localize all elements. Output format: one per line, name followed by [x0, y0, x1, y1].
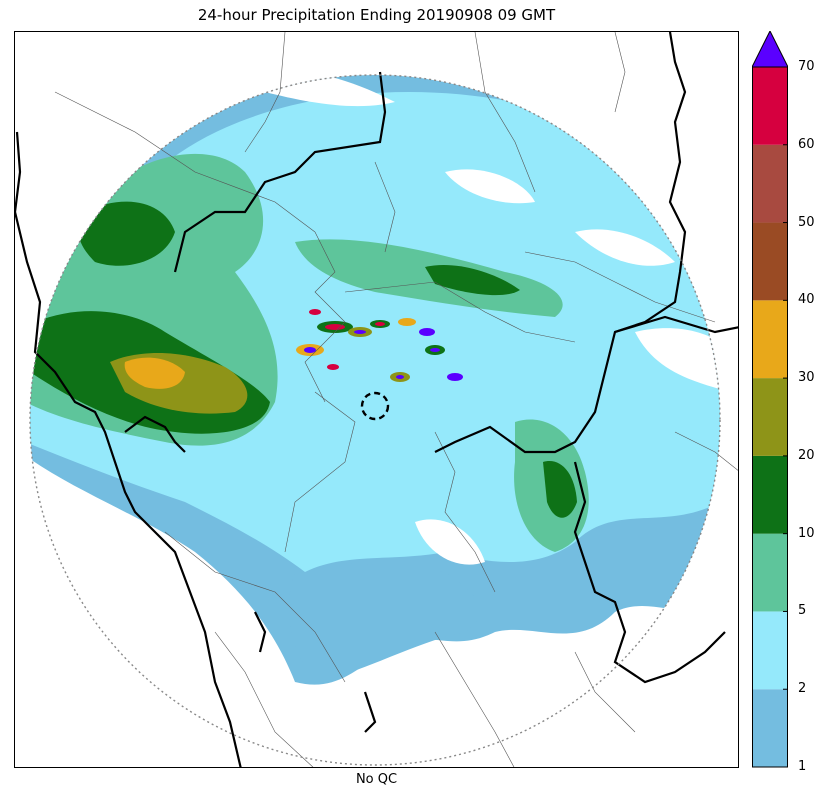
- colorbar-tick-label: 50: [798, 214, 815, 230]
- radar-range-ring: [29, 74, 721, 766]
- convective-cells: [296, 309, 463, 382]
- precip-band-1-2-south: [289, 563, 480, 682]
- colorbar-segment: [752, 222, 788, 301]
- colorbar-segment: [752, 533, 788, 612]
- colorbar-tick-label: 40: [798, 292, 815, 308]
- precip-band-10-20-east: [543, 461, 577, 518]
- colorbar-segment: [752, 378, 788, 456]
- qc-label: No QC: [355, 772, 398, 787]
- colorbar-tick-label: 10: [798, 525, 815, 541]
- colorbar-segment: [752, 144, 788, 223]
- chart-title: 24-hour Precipitation Ending 20190908 09…: [197, 6, 556, 24]
- colorbar-tick-label: 5: [798, 603, 807, 619]
- colorbar-segment: [752, 611, 788, 690]
- colorbar-tick-label: 30: [798, 370, 815, 386]
- colorbar-segment: [752, 689, 788, 767]
- radar-site-marker: [360, 391, 390, 421]
- colorbar-segment: [752, 455, 788, 534]
- state-boundaries: [15, 32, 738, 767]
- colorbar-tick-label: 20: [798, 447, 815, 463]
- district-boundaries: [54, 32, 738, 767]
- colorbar-tick-label: 70: [798, 59, 815, 74]
- precipitation-field: [30, 75, 720, 685]
- precipitation-map: [14, 31, 739, 768]
- precip-band-30-40: [124, 357, 185, 389]
- colorbar-segment: [752, 300, 788, 379]
- colorbar: [751, 29, 789, 768]
- colorbar-tick-label: 1: [798, 759, 807, 774]
- precip-band-10-20-center: [425, 264, 520, 296]
- colorbar-tick-label: 60: [798, 136, 815, 152]
- colorbar-extend-arrow: [751, 29, 789, 68]
- precip-band-5-10-center: [295, 239, 563, 317]
- colorbar-tick-label: 2: [798, 681, 807, 697]
- colorbar-segment: [752, 67, 788, 145]
